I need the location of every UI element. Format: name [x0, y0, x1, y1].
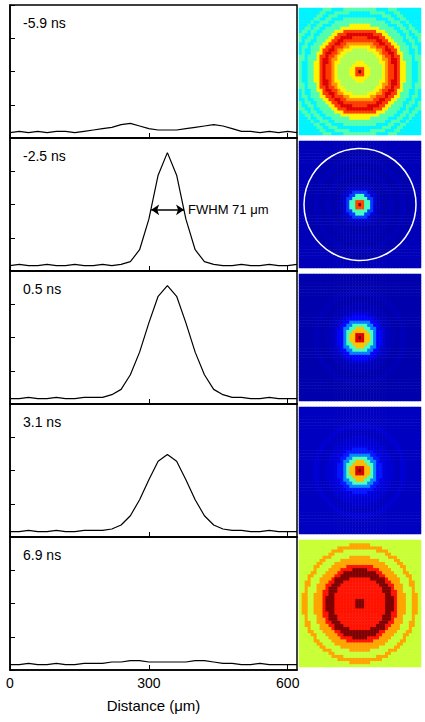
svg-text:300: 300	[137, 675, 161, 691]
svg-text:600: 600	[276, 675, 300, 691]
svg-text:Distance (μm): Distance (μm)	[107, 697, 201, 714]
svg-text:0: 0	[6, 675, 14, 691]
svg-text:3.1 ns: 3.1 ns	[23, 414, 61, 430]
svg-text:FWHM 71 μm: FWHM 71 μm	[188, 202, 268, 217]
svg-text:-2.5 ns: -2.5 ns	[23, 148, 66, 164]
svg-text:0.5 ns: 0.5 ns	[23, 281, 61, 297]
svg-text:6.9 ns: 6.9 ns	[23, 547, 61, 563]
svg-text:-5.9 ns: -5.9 ns	[23, 15, 66, 31]
